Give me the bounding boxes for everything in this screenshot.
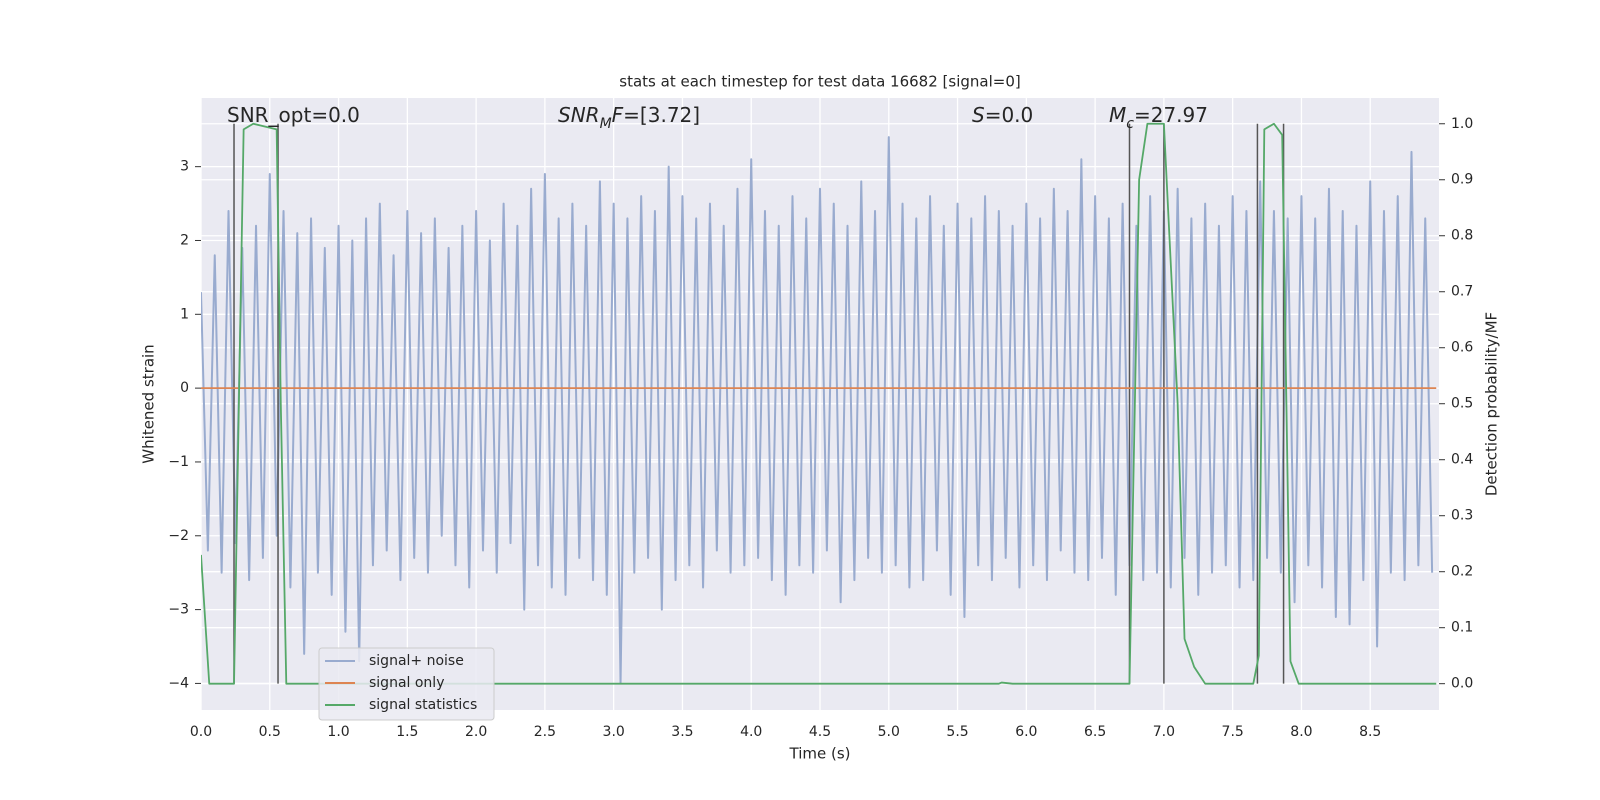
annotation-part: =0.0 [985, 103, 1034, 127]
y2-tick-label: 0.3 [1451, 508, 1473, 524]
legend-label: signal statistics [369, 697, 477, 713]
y-tick-label: 1 [180, 306, 189, 322]
annotation-part: SNR_opt=0.0 [227, 103, 360, 127]
y2-tick-label: 1.0 [1451, 116, 1473, 132]
annotation-part: c [1126, 116, 1134, 132]
y-tick-label: 0 [180, 380, 189, 396]
x-tick-label: 1.5 [396, 724, 418, 740]
y2-tick-label: 0.9 [1451, 172, 1473, 188]
x-tick-label: 4.5 [809, 724, 831, 740]
y2-axis-label: Detection probability/MF [1483, 312, 1501, 496]
y2-tick-label: 0.5 [1451, 396, 1473, 412]
x-axis-label: Time (s) [789, 745, 851, 763]
y2-tick-label: 0.1 [1451, 620, 1473, 636]
y2-tick-label: 0.0 [1451, 676, 1473, 692]
legend-box [318, 647, 495, 721]
x-tick-label: 0.0 [190, 724, 212, 740]
x-tick-label: 3.0 [603, 724, 625, 740]
annotation-part: S [972, 103, 985, 127]
y-tick-label: 2 [180, 232, 189, 248]
chart-title: stats at each timestep for test data 166… [619, 73, 1020, 91]
annotation: SNR_opt=0.0 [227, 103, 360, 127]
x-tick-label: 5.5 [946, 724, 968, 740]
series-line [201, 122, 1437, 685]
y2-tick-label: 0.8 [1451, 228, 1473, 244]
annotation-part: =[3.72] [623, 103, 700, 127]
y-tick-label: −2 [168, 528, 189, 544]
y2-tick-label: 0.2 [1451, 564, 1473, 580]
annotation: Mc=27.97 [1109, 103, 1208, 133]
annotation: S=0.0 [972, 103, 1033, 127]
y-tick-label: −1 [168, 454, 189, 470]
y2-tick-label: 0.7 [1451, 284, 1473, 300]
annotation: SNRMF=[3.72] [558, 103, 700, 133]
x-tick-label: 8.0 [1290, 724, 1312, 740]
x-tick-label: 8.5 [1359, 724, 1381, 740]
legend-label: signal+ noise [369, 653, 464, 669]
x-tick-label: 7.5 [1222, 724, 1244, 740]
y2-tick-label: 0.6 [1451, 340, 1473, 356]
x-tick-label: 0.5 [259, 724, 281, 740]
annotation-part: F [612, 103, 624, 127]
x-tick-label: 5.0 [878, 724, 900, 740]
y2-tick-label: 0.4 [1451, 452, 1473, 468]
y-tick-label: −3 [168, 602, 189, 618]
series-line [201, 136, 1434, 685]
x-tick-label: 2.0 [465, 724, 487, 740]
x-tick-label: 2.5 [534, 724, 556, 740]
x-tick-label: 4.0 [740, 724, 762, 740]
x-tick-label: 3.5 [671, 724, 693, 740]
x-tick-label: 7.0 [1153, 724, 1175, 740]
x-tick-label: 6.0 [1015, 724, 1037, 740]
annotation-part: =27.97 [1134, 103, 1208, 127]
y-tick-label: 3 [180, 159, 189, 175]
x-tick-label: 1.0 [327, 724, 349, 740]
y-axis-label: Whitened strain [140, 344, 158, 463]
annotation-part: SNR [558, 103, 600, 127]
y-tick-label: −4 [168, 675, 189, 691]
legend-label: signal only [369, 675, 444, 691]
annotation-part: M [600, 116, 612, 132]
x-tick-label: 6.5 [1084, 724, 1106, 740]
annotation-part: M [1109, 103, 1126, 127]
